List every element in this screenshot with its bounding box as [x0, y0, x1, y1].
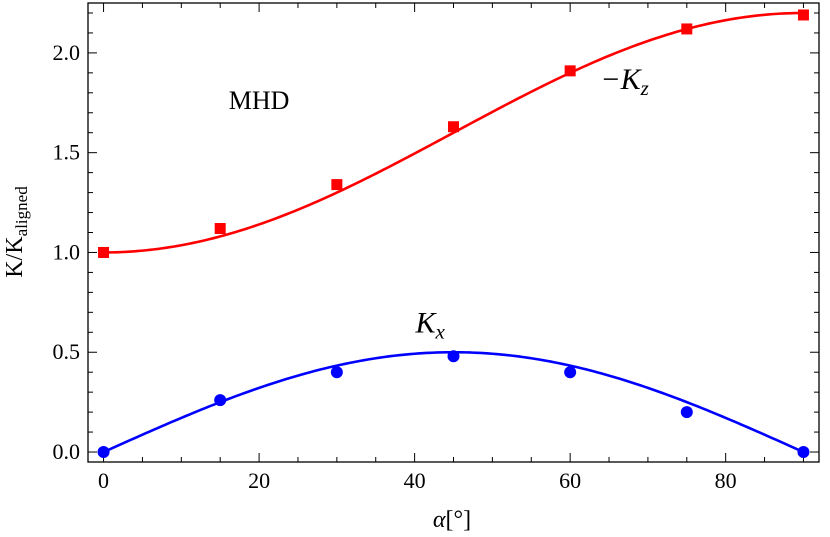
y-tick-label: 1.0	[53, 239, 81, 264]
kx-data-point	[330, 366, 343, 379]
y-tick-label: 2.0	[53, 40, 81, 65]
ticks: 0 20 40 60 80 0.0 0.5 1.0 1.5 2.0	[53, 3, 819, 493]
x-axis-title: α[°]	[433, 507, 471, 533]
annotation-kx-sub: x	[435, 319, 446, 343]
data-points	[97, 9, 810, 459]
x-tick-label: 20	[248, 468, 270, 493]
kz-data-point	[681, 23, 693, 35]
y-tick-label: 1.5	[53, 140, 81, 165]
y-tick-label: 0.5	[53, 339, 81, 364]
annotation-kz-main: −K	[600, 63, 642, 96]
x-axis-title-main: α	[433, 507, 446, 533]
annotation-mhd: MHD	[229, 86, 290, 115]
annotation-kx-main: K	[414, 306, 437, 339]
plot-frame	[87, 2, 820, 463]
kx-data-point	[564, 366, 577, 379]
annotation-kx: Kx	[414, 306, 445, 343]
kz-fit-curve	[103, 11, 804, 254]
annotation-kz-sub: z	[640, 76, 649, 100]
kz-data-point	[564, 65, 576, 77]
kz-data-point	[331, 179, 343, 191]
kz-data-point	[98, 246, 110, 258]
kz-data-point	[448, 121, 459, 133]
kx-data-point	[797, 446, 810, 459]
kz-data-point	[797, 9, 809, 21]
kx-data-point	[680, 406, 693, 419]
x-tick-label: 80	[715, 468, 737, 493]
y-tick-label: 0.0	[53, 439, 81, 464]
annotation-kz: −Kz	[600, 63, 648, 100]
kx-data-point	[447, 350, 460, 363]
y-axis-title: K/Kaligned	[2, 186, 31, 278]
kz-data-point	[214, 223, 226, 235]
y-axis-title-sub: aligned	[12, 186, 31, 237]
x-tick-label: 0	[98, 468, 109, 493]
kx-data-point	[97, 446, 110, 459]
x-tick-label: 40	[404, 468, 426, 493]
x-axis-title-unit: [°]	[446, 507, 472, 533]
fit-curves	[103, 11, 804, 454]
kx-data-point	[214, 394, 227, 407]
x-tick-label: 60	[559, 468, 581, 493]
y-axis-title-main: K/K	[2, 236, 28, 278]
kx-fit-curve	[103, 350, 804, 454]
